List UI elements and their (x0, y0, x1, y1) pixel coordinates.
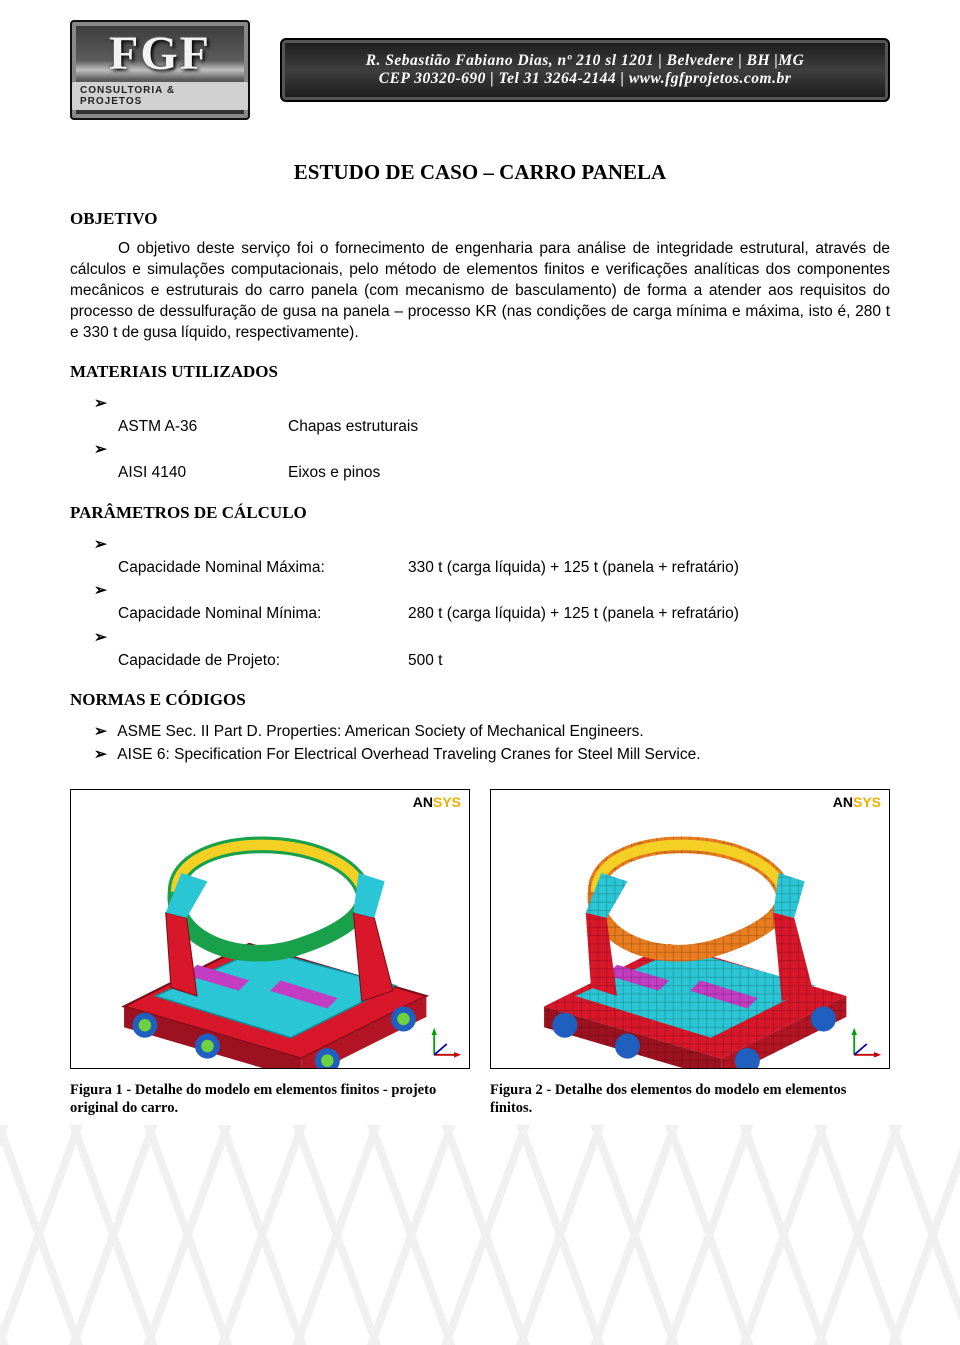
list-item: Capacidade Nominal Máxima:330 t (carga l… (118, 533, 890, 580)
fea-model-1-svg (71, 790, 469, 1068)
axis-icon (847, 1026, 883, 1062)
address-box: R. Sebastião Fabiano Dias, nº 210 sl 120… (280, 38, 890, 102)
header: FGF CONSULTORIA & PROJETOS R. Sebastião … (70, 20, 890, 120)
list-item: ASME Sec. II Part D. Properties: America… (118, 720, 890, 743)
ansys-logo: ANSYS (833, 794, 881, 810)
list-item: ASTM A-36Chapas estruturais (118, 392, 890, 439)
list-item: AISE 6: Specification For Electrical Ove… (118, 743, 890, 766)
fea-model-2-svg (491, 790, 889, 1068)
logo-main-text: FGF (109, 30, 211, 78)
figures-row: ANSYS (70, 789, 890, 1119)
section-parametros-heading: PARÂMETROS DE CÁLCULO (70, 503, 890, 523)
figure-2-image: ANSYS (490, 789, 890, 1069)
address-line-2: CEP 30320-690 | Tel 31 3264-2144 | www.f… (292, 70, 878, 88)
section-objetivo-heading: OBJETIVO (70, 209, 890, 229)
section-materiais-heading: MATERIAIS UTILIZADOS (70, 362, 890, 382)
figure-2: ANSYS (490, 789, 890, 1119)
list-item: Capacidade Nominal Mínima:280 t (carga l… (118, 579, 890, 626)
figure-1: ANSYS (70, 789, 470, 1119)
axis-icon (427, 1026, 463, 1062)
figure-2-caption: Figura 2 - Detalhe dos elementos do mode… (490, 1081, 890, 1119)
objetivo-paragraph: O objetivo deste serviço foi o fornecime… (70, 239, 890, 344)
address-line-1: R. Sebastião Fabiano Dias, nº 210 sl 120… (292, 52, 878, 70)
list-item: AISI 4140Eixos e pinos (118, 438, 890, 485)
figure-1-caption: Figura 1 - Detalhe do modelo em elemento… (70, 1081, 470, 1119)
list-item: Capacidade de Projeto:500 t (118, 626, 890, 673)
logo: FGF CONSULTORIA & PROJETOS (70, 20, 250, 120)
ansys-logo: ANSYS (413, 794, 461, 810)
logo-sub-text: CONSULTORIA & PROJETOS (72, 82, 248, 110)
normas-list: ASME Sec. II Part D. Properties: America… (70, 720, 890, 767)
page-title: ESTUDO DE CASO – CARRO PANELA (70, 160, 890, 185)
figure-1-image: ANSYS (70, 789, 470, 1069)
materiais-list: ASTM A-36Chapas estruturais AISI 4140Eix… (70, 392, 890, 485)
parametros-list: Capacidade Nominal Máxima:330 t (carga l… (70, 533, 890, 673)
section-normas-heading: NORMAS E CÓDIGOS (70, 690, 890, 710)
